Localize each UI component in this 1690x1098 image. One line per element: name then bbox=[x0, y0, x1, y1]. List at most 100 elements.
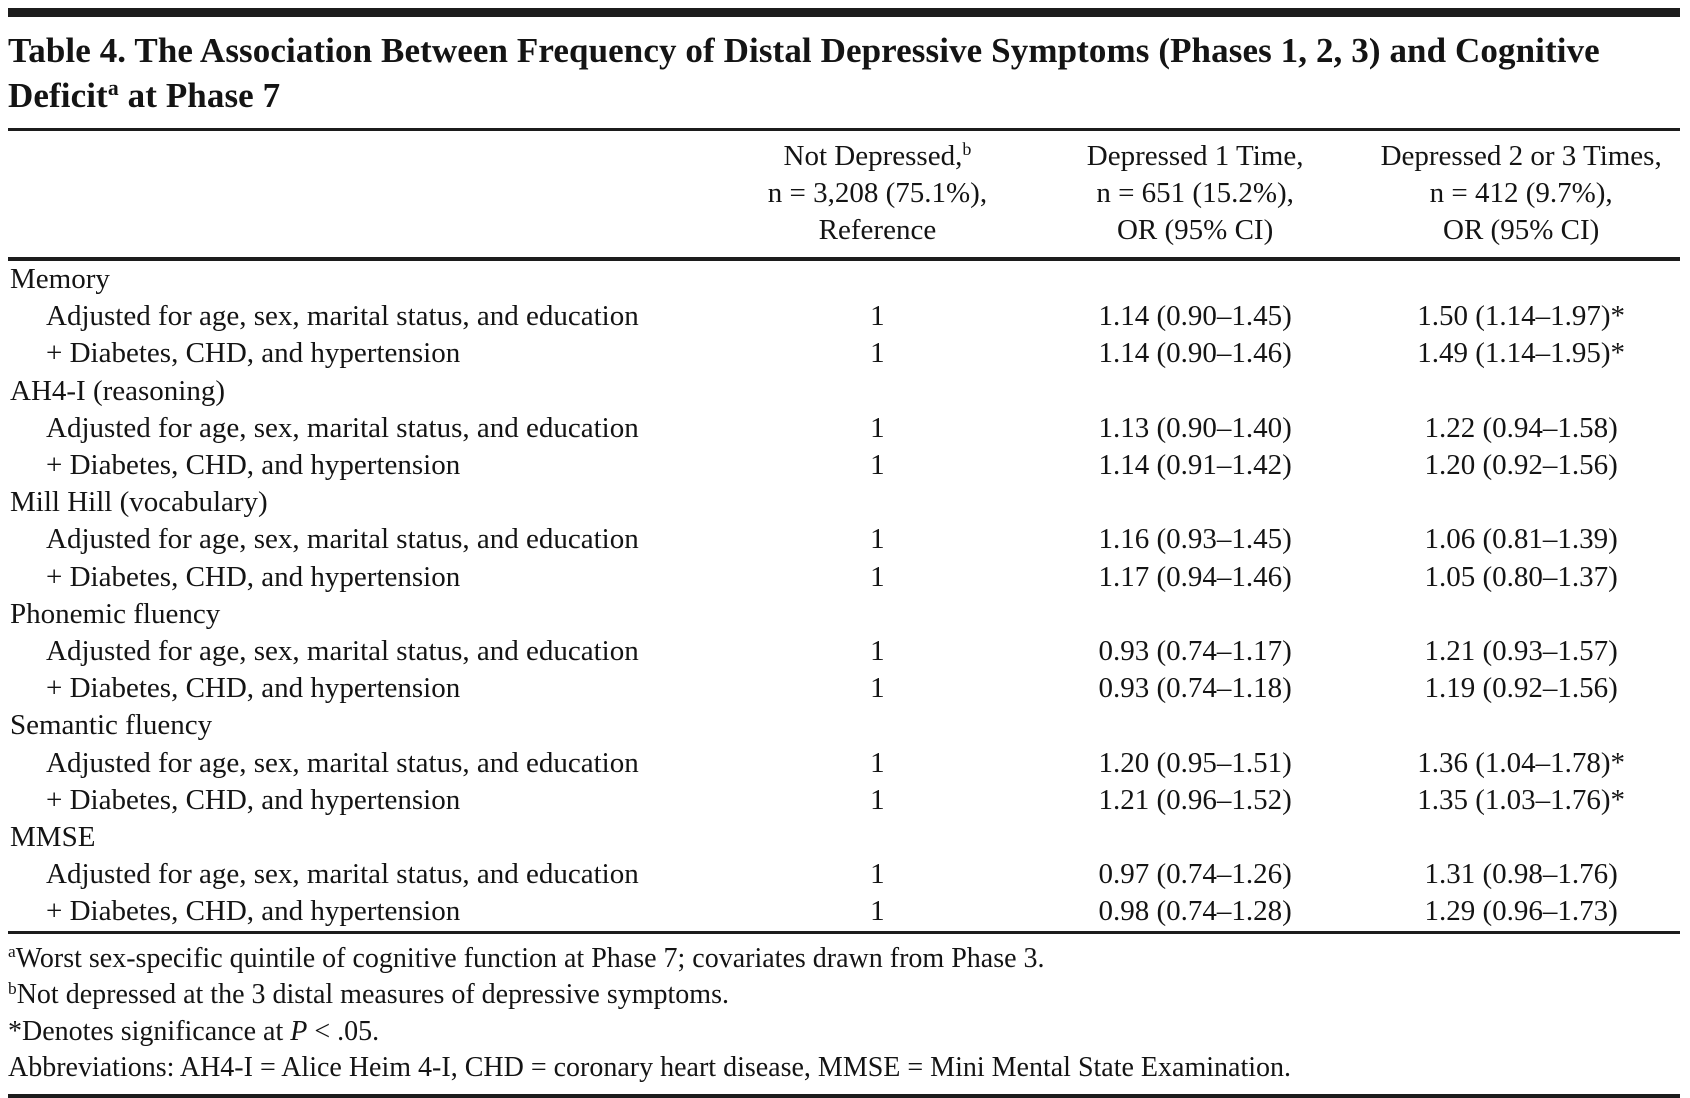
row-label: + Diabetes, CHD, and hypertension bbox=[46, 337, 461, 370]
body-rule bbox=[8, 930, 1680, 934]
footnote-sig-pre: *Denotes significance at bbox=[8, 1015, 291, 1047]
or-cell-dep1: 1.13 (0.90–1.40) bbox=[1098, 411, 1292, 444]
or-cell-dep1: 1.16 (0.93–1.45) bbox=[1098, 523, 1292, 556]
or-cell-dep1: 0.93 (0.74–1.18) bbox=[1098, 672, 1292, 705]
row-label: Adjusted for age, sex, marital status, a… bbox=[46, 858, 639, 891]
ref-cell: 1 bbox=[870, 858, 885, 891]
col3-line1: Depressed 2 or 3 Times, bbox=[1380, 140, 1662, 172]
bottom-rule bbox=[8, 1094, 1680, 1098]
or-cell-dep23: 1.05 (0.80–1.37) bbox=[1424, 560, 1618, 593]
or-cell-dep1: 0.97 (0.74–1.26) bbox=[1098, 858, 1292, 891]
table-title-tail: at Phase 7 bbox=[118, 76, 281, 115]
column-header-depressed-1-time: Depressed 1 Time, n = 651 (15.2%), OR (9… bbox=[1027, 131, 1363, 261]
ref-cell: 1 bbox=[870, 560, 885, 593]
or-cell-dep23: 1.35 (1.03–1.76)* bbox=[1417, 783, 1626, 816]
ref-cell: 1 bbox=[870, 746, 885, 779]
or-cell-dep23: 1.31 (0.98–1.76) bbox=[1424, 858, 1618, 891]
or-cell-dep1: 1.21 (0.96–1.52) bbox=[1098, 783, 1292, 816]
or-cell-dep23: 1.50 (1.14–1.97)* bbox=[1417, 300, 1626, 333]
table-row: Adjusted for age, sex, marital status, a… bbox=[8, 298, 1680, 335]
footnote-abbreviations: Abbreviations: AH4-I = Alice Heim 4-I, C… bbox=[8, 1052, 1292, 1084]
footnote-b-marker: b bbox=[8, 978, 17, 998]
table-title-superscript: a bbox=[107, 76, 119, 101]
footnotes: aWorst sex-specific quintile of cognitiv… bbox=[8, 941, 1680, 1087]
or-cell-dep23: 1.20 (0.92–1.56) bbox=[1424, 449, 1618, 482]
section-header: Memory bbox=[10, 263, 110, 295]
footnote-a-text: Worst sex-specific quintile of cognitive… bbox=[15, 942, 1045, 974]
section-header: MMSE bbox=[10, 821, 96, 854]
column-header-depressed-2-3-times: Depressed 2 or 3 Times, n = 412 (9.7%), … bbox=[1362, 131, 1680, 261]
or-cell-dep23: 1.29 (0.96–1.73) bbox=[1424, 895, 1618, 928]
or-cell-dep23: 1.06 (0.81–1.39) bbox=[1424, 523, 1618, 556]
ref-cell: 1 bbox=[870, 635, 885, 668]
table-row: + Diabetes, CHD, and hypertension 1 1.17… bbox=[8, 559, 1680, 596]
table-row: + Diabetes, CHD, and hypertension 1 1.21… bbox=[8, 782, 1680, 819]
ref-cell: 1 bbox=[870, 672, 885, 705]
table-row: Adjusted for age, sex, marital status, a… bbox=[8, 410, 1680, 447]
or-cell-dep1: 1.14 (0.90–1.46) bbox=[1098, 337, 1292, 370]
section-header: Semantic fluency bbox=[10, 709, 213, 742]
table-title-main: Table 4. The Association Between Frequen… bbox=[8, 31, 1600, 115]
or-cell-dep1: 1.20 (0.95–1.51) bbox=[1098, 746, 1292, 779]
section-header: Mill Hill (vocabulary) bbox=[10, 486, 268, 519]
or-cell-dep23: 1.49 (1.14–1.95)* bbox=[1417, 337, 1626, 370]
section-row: MMSE bbox=[8, 819, 1680, 856]
row-label: + Diabetes, CHD, and hypertension bbox=[46, 783, 461, 816]
or-cell-dep1: 1.14 (0.91–1.42) bbox=[1098, 449, 1292, 482]
section-row: AH4-I (reasoning) bbox=[8, 373, 1680, 410]
section-row: Semantic fluency bbox=[8, 707, 1680, 744]
footnote-sig-p: P bbox=[290, 1015, 308, 1047]
ref-cell: 1 bbox=[870, 895, 885, 928]
ref-cell: 1 bbox=[870, 411, 885, 444]
col1-line1: Not Depressed, bbox=[783, 140, 963, 172]
section-row: Memory bbox=[8, 259, 1680, 298]
row-label: + Diabetes, CHD, and hypertension bbox=[46, 560, 461, 593]
section-header: AH4-I (reasoning) bbox=[10, 374, 226, 407]
table-row: + Diabetes, CHD, and hypertension 1 1.14… bbox=[8, 335, 1680, 372]
table-row: Adjusted for age, sex, marital status, a… bbox=[8, 521, 1680, 558]
table-row: + Diabetes, CHD, and hypertension 1 0.98… bbox=[8, 893, 1680, 930]
section-header: Phonemic fluency bbox=[10, 597, 221, 630]
table-row: + Diabetes, CHD, and hypertension 1 0.93… bbox=[8, 670, 1680, 707]
row-label: Adjusted for age, sex, marital status, a… bbox=[46, 635, 639, 668]
ref-cell: 1 bbox=[870, 337, 885, 370]
col2-line3: OR (95% CI) bbox=[1116, 214, 1274, 246]
or-cell-dep23: 1.21 (0.93–1.57) bbox=[1424, 635, 1618, 668]
or-cell-dep1: 1.17 (0.94–1.46) bbox=[1098, 560, 1292, 593]
table-row: Adjusted for age, sex, marital status, a… bbox=[8, 633, 1680, 670]
row-label: Adjusted for age, sex, marital status, a… bbox=[46, 523, 639, 556]
results-table: Not Depressed,b n = 3,208 (75.1%), Refer… bbox=[8, 131, 1680, 931]
row-label: Adjusted for age, sex, marital status, a… bbox=[46, 411, 639, 444]
col1-line2: n = 3,208 (75.1%), bbox=[767, 177, 988, 209]
col3-line2: n = 412 (9.7%), bbox=[1429, 177, 1613, 209]
header-row: Not Depressed,b n = 3,208 (75.1%), Refer… bbox=[8, 131, 1680, 261]
top-rule bbox=[8, 8, 1680, 17]
ref-cell: 1 bbox=[870, 783, 885, 816]
table-row: + Diabetes, CHD, and hypertension 1 1.14… bbox=[8, 447, 1680, 484]
col1-superscript: b bbox=[962, 139, 972, 160]
footnote-sig-post: < .05. bbox=[307, 1015, 380, 1047]
footnote-a-marker: a bbox=[8, 942, 16, 962]
section-row: Phonemic fluency bbox=[8, 596, 1680, 633]
footnote-b: bNot depressed at the 3 distal measures … bbox=[8, 977, 1680, 1014]
col1-line3: Reference bbox=[818, 214, 937, 246]
table-row: Adjusted for age, sex, marital status, a… bbox=[8, 745, 1680, 782]
row-label: + Diabetes, CHD, and hypertension bbox=[46, 895, 461, 928]
footnote-a: aWorst sex-specific quintile of cognitiv… bbox=[8, 941, 1680, 978]
row-label: Adjusted for age, sex, marital status, a… bbox=[46, 746, 639, 779]
column-header-empty bbox=[8, 131, 727, 261]
table-title: Table 4. The Association Between Frequen… bbox=[8, 28, 1680, 118]
or-cell-dep23: 1.36 (1.04–1.78)* bbox=[1417, 746, 1626, 779]
or-cell-dep23: 1.22 (0.94–1.58) bbox=[1424, 411, 1618, 444]
title-rule bbox=[8, 128, 1680, 131]
row-label: Adjusted for age, sex, marital status, a… bbox=[46, 300, 639, 333]
or-cell-dep1: 1.14 (0.90–1.45) bbox=[1098, 300, 1292, 333]
or-cell-dep23: 1.19 (0.92–1.56) bbox=[1424, 672, 1618, 705]
footnote-b-text: Not depressed at the 3 distal measures o… bbox=[16, 979, 729, 1011]
footnote-significance: *Denotes significance at P < .05. bbox=[8, 1014, 1680, 1051]
ref-cell: 1 bbox=[870, 449, 885, 482]
col2-line1: Depressed 1 Time, bbox=[1086, 140, 1304, 172]
col3-line3: OR (95% CI) bbox=[1443, 214, 1600, 246]
or-cell-dep1: 0.98 (0.74–1.28) bbox=[1098, 895, 1292, 928]
